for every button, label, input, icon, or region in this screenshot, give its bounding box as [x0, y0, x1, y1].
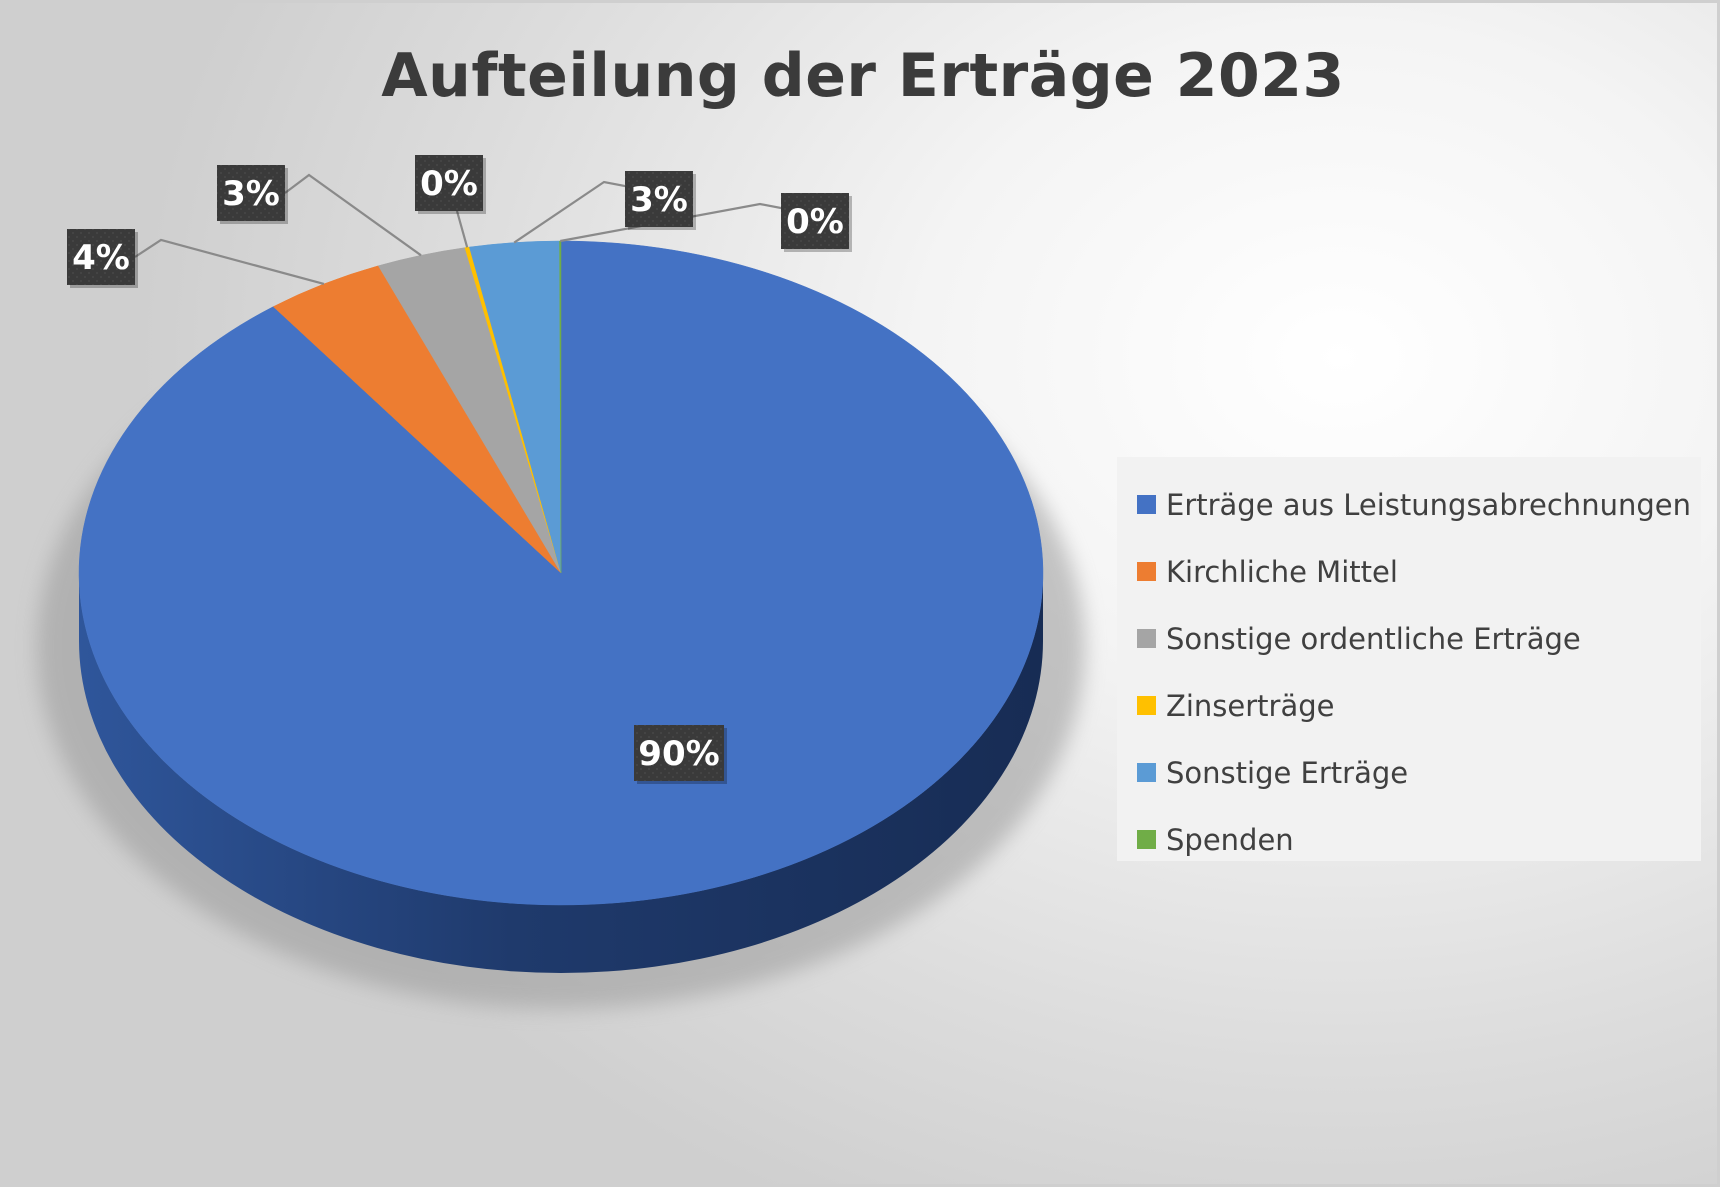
pie-chart: 90% 4% 3% 0% 3% 0%: [37, 155, 1085, 1009]
data-label-box-sonstige-ordentliche-ertrage: [217, 165, 285, 221]
pie-side: [79, 573, 1043, 973]
legend-item-zinsertrage: Zinserträge: [1137, 672, 1701, 739]
data-label-zinsertrage: 0%: [420, 164, 478, 204]
legend-swatch: [1137, 763, 1156, 782]
legend-item-spenden: Spenden: [1137, 806, 1701, 873]
leader-line-kirchliche-mittel: [134, 238, 325, 285]
leader-line-zinsertrage: [455, 210, 469, 248]
data-label-box-kirchliche-mittel: [67, 229, 135, 285]
chart-title: Aufteilung der Erträge 2023: [381, 41, 1345, 111]
data-label-box-spenden: [781, 193, 849, 249]
data-label-spenden: 0%: [786, 202, 844, 242]
data-label-ertrage-aus-leistungsabrechnungen: 90%: [638, 734, 719, 774]
legend-swatch: [1137, 495, 1156, 514]
legend-swatch: [1137, 696, 1156, 715]
legend-swatch: [1137, 629, 1156, 648]
legend-label: Zinserträge: [1166, 688, 1335, 723]
data-label-sonstige-ertrage: 3%: [630, 180, 688, 220]
data-labels: 90% 4% 3% 0% 3% 0%: [67, 155, 852, 784]
legend-label: Sonstige Erträge: [1166, 755, 1409, 790]
data-label-kirchliche-mittel: 4%: [72, 238, 130, 278]
legend-label: Sonstige ordentliche Erträge: [1166, 621, 1581, 656]
leader-line-sonstige-ordentliche-ertrage: [284, 173, 422, 257]
data-label-sonstige-ordentliche-ertrage: 3%: [222, 174, 280, 214]
legend: Erträge aus Leistungsabrechnungen Kirchli…: [1117, 457, 1701, 861]
data-label-box-zinsertrage: [415, 155, 483, 211]
legend-item-kirchliche-mittel: Kirchliche Mittel: [1137, 538, 1701, 605]
legend-item-sonstige-ordentliche-ertrage: Sonstige ordentliche Erträge: [1137, 605, 1701, 672]
pie-slices: [78, 240, 1044, 906]
legend-label: Spenden: [1166, 822, 1294, 857]
legend-item-ertrage-aus-leistungsabrechnungen: Erträge aus Leistungsabrechnungen: [1137, 471, 1701, 538]
legend-label: Erträge aus Leistungsabrechnungen: [1166, 487, 1691, 522]
data-label-box-sonstige-ertrage: [625, 171, 693, 227]
pie-side-wall: [79, 573, 1043, 973]
legend-label: Kirchliche Mittel: [1166, 554, 1398, 589]
legend-swatch: [1137, 830, 1156, 849]
legend-item-sonstige-ertrage: Sonstige Erträge: [1137, 739, 1701, 806]
legend-swatch: [1137, 562, 1156, 581]
data-label-box-ertrage-aus-leistungsabrechnungen: [634, 725, 724, 781]
